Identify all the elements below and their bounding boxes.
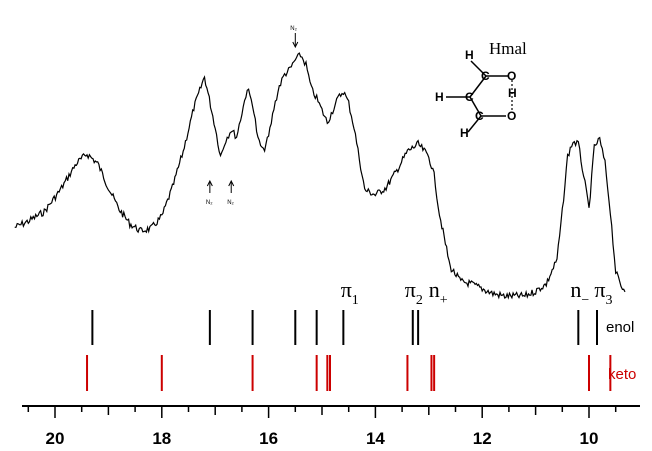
bond: [469, 96, 482, 117]
orbital-label: π2: [405, 277, 423, 308]
x-axis: 20 18 16 14 12 10: [22, 405, 640, 448]
orbital-subscript: +: [440, 293, 448, 308]
bond: [469, 75, 487, 98]
atom-label: H: [460, 126, 469, 140]
molecule-name: Hmal: [489, 39, 527, 58]
orbital-label: n−: [570, 277, 589, 308]
enol-row-label: enol: [606, 319, 634, 336]
orbital-subscript: 3: [605, 293, 612, 308]
atom-label: H: [465, 48, 474, 62]
orbital-labels: π1 π2 n+ n− π3: [341, 277, 613, 308]
keto-row-label: keto: [608, 366, 636, 383]
x-tick-label: 12: [473, 429, 492, 448]
n2-marker-label: N₂: [227, 200, 234, 206]
molecule-structure: Hmal H C C H C O H O H: [435, 39, 527, 140]
x-tick-label: 18: [152, 429, 171, 448]
x-tick-label: 16: [259, 429, 278, 448]
n2-marker-arrowhead: [206, 179, 213, 187]
atom-label: O: [507, 69, 516, 83]
atom-label: O: [507, 109, 516, 123]
n2-markers: N₂ N₂ N₂: [206, 26, 299, 206]
x-tick-label: 10: [580, 429, 599, 448]
orbital-label: π1: [341, 277, 359, 308]
assignment-lines: [86, 310, 612, 391]
atom-label: C: [481, 69, 490, 83]
orbital-subscript: 1: [352, 293, 359, 308]
atom-label: H: [508, 86, 517, 100]
spectrum-layer: [14, 52, 626, 300]
n2-marker-arrowhead: [292, 41, 299, 49]
atom-label: C: [465, 90, 474, 104]
x-tick-label: 14: [366, 429, 385, 448]
atom-label: H: [435, 90, 444, 104]
n2-marker-arrowhead: [228, 179, 235, 187]
atom-label: C: [475, 109, 484, 123]
bond: [467, 115, 482, 133]
orbital-label: n+: [429, 277, 448, 308]
spectrum-line: [14, 52, 626, 300]
orbital-subscript: 2: [416, 293, 423, 308]
bond: [470, 60, 487, 77]
orbital-subscript: −: [581, 293, 589, 308]
x-tick-label: 20: [46, 429, 65, 448]
orbital-label: π3: [594, 277, 612, 308]
n2-marker-label: N₂: [290, 26, 297, 32]
n2-marker-label: N₂: [206, 200, 213, 206]
